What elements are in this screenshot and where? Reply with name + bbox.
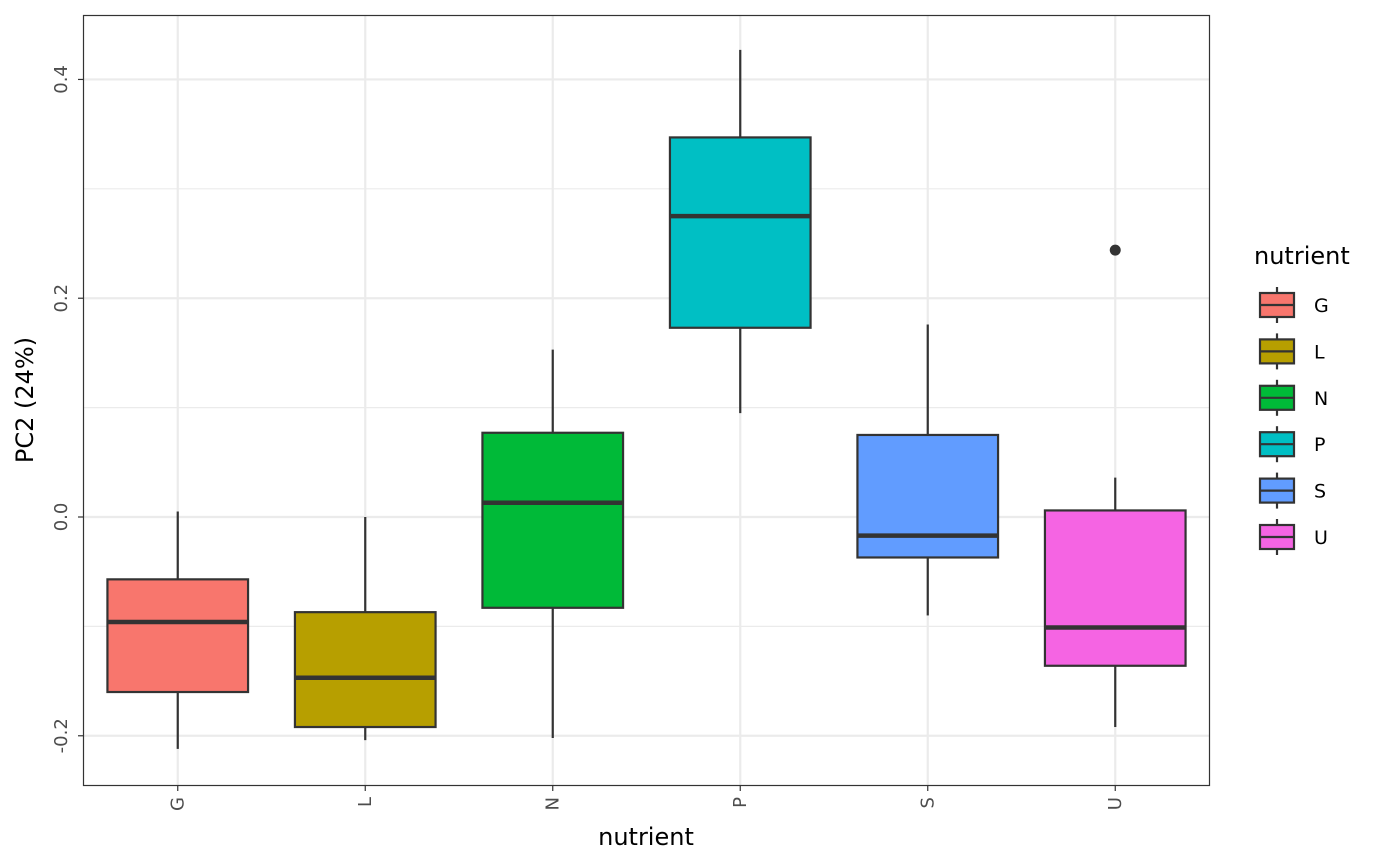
legend-item-L: L [1258,333,1325,370]
box-S [856,324,1000,616]
y-tick-label: 0.2 [51,284,72,313]
x-axis-title: nutrient [598,823,694,851]
y-axis-title: PC2 (24%) [11,337,39,463]
x-tick-label: G [167,797,188,811]
y-tick-label: 0.0 [51,503,72,532]
iqr-box-P [668,136,812,329]
box-G [106,511,250,749]
legend-item-P: P [1258,426,1325,463]
y-tick-label: 0.4 [51,65,72,94]
box-plots [106,49,1187,749]
iqr-box-L [293,611,437,729]
iqr-box-U [1043,509,1187,667]
x-tick-label: S [917,797,938,808]
x-tick-label: U [1105,797,1126,810]
legend-item-G: G [1258,287,1329,323]
box-P [668,49,812,414]
legend: nutrient G L N P S U [1254,242,1350,555]
legend-item-U: U [1258,519,1328,555]
box-N [481,349,625,738]
iqr-box-S [856,433,1000,559]
legend-label-U: U [1314,527,1328,549]
legend-item-S: S [1258,472,1326,509]
legend-label-N: N [1314,388,1328,410]
x-tick-label: P [730,797,751,808]
grid-lines [84,16,1209,785]
x-tick-label: N [542,797,563,810]
outlier-point-U [1109,244,1121,256]
legend-label-P: P [1314,434,1325,456]
y-axis-ticks: -0.2 0.0 0.2 0.4 [51,65,84,753]
x-tick-label: L [355,797,376,807]
box-U [1043,244,1187,728]
legend-label-L: L [1314,341,1325,363]
iqr-box-N [481,431,625,609]
legend-label-G: G [1314,295,1329,317]
box-L [293,516,437,741]
y-tick-label: -0.2 [51,718,72,753]
iqr-box-G [106,578,250,694]
legend-label-S: S [1314,481,1326,503]
panel-border [82,14,1211,787]
legend-title: nutrient [1254,242,1350,270]
legend-item-N: N [1258,379,1328,416]
